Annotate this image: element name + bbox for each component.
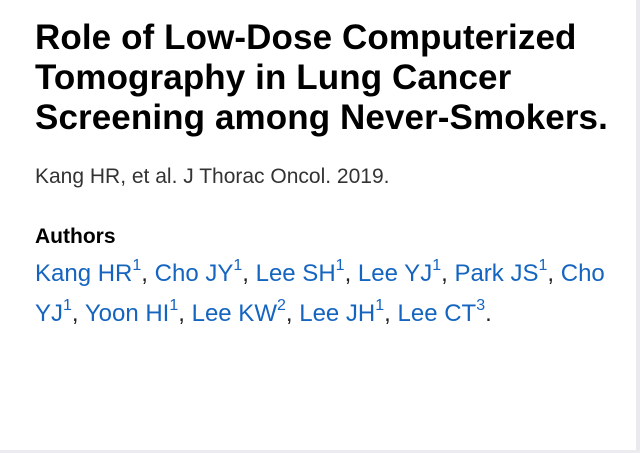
right-edge-shadow	[636, 0, 640, 453]
author-affiliation-number: 1	[63, 297, 72, 314]
author-name: Cho JY	[154, 260, 234, 287]
author-link[interactable]: Kang HR1	[35, 257, 142, 288]
author-affiliation-number: 3	[476, 297, 486, 314]
author-name: Lee JH	[299, 300, 376, 327]
author-separator: ,	[285, 300, 300, 327]
author-separator: ,	[344, 260, 358, 287]
article-summary-content: Role of Low-Dose Computerized Tomography…	[35, 18, 610, 334]
article-title: Role of Low-Dose Computerized Tomography…	[35, 18, 608, 137]
author-separator: ,	[547, 260, 561, 287]
author-name: Kang HR	[35, 260, 133, 287]
author-link[interactable]: Lee YJ1	[357, 257, 442, 288]
author-affiliation-number: 1	[335, 257, 345, 274]
author-affiliation-number: 1	[432, 257, 442, 274]
author-separator: .	[485, 300, 492, 327]
author-link[interactable]: Lee CT3	[397, 297, 486, 328]
author-separator: ,	[242, 260, 256, 287]
author-name: Lee KW	[191, 300, 277, 327]
author-name: Lee CT	[397, 300, 477, 327]
author-name: Park JS	[454, 260, 539, 287]
author-affiliation-number: 1	[233, 257, 243, 274]
author-separator: ,	[178, 300, 192, 327]
bottom-edge-shadow	[0, 450, 640, 453]
author-separator: ,	[384, 300, 398, 327]
authors-heading: Authors	[35, 225, 116, 248]
author-name: Lee YJ	[357, 260, 433, 287]
author-name: Yoon HI	[84, 300, 170, 327]
author-link[interactable]: Lee KW2	[191, 297, 286, 328]
author-name: Cho YJ	[35, 260, 605, 327]
author-affiliation-number: 1	[132, 257, 142, 274]
author-affiliation-number: 1	[538, 257, 548, 274]
author-link[interactable]: Park JS1	[454, 257, 548, 288]
author-link[interactable]: Yoon HI1	[84, 297, 179, 328]
author-separator: ,	[71, 300, 85, 327]
author-link[interactable]: Lee SH1	[255, 257, 345, 288]
author-link[interactable]: Lee JH1	[299, 297, 385, 328]
article-citation: Kang HR, et al. J Thorac Oncol. 2019.	[35, 165, 390, 188]
author-link[interactable]: Cho JY1	[154, 257, 243, 288]
author-separator: ,	[441, 260, 455, 287]
author-separator: ,	[141, 260, 155, 287]
author-affiliation-number: 1	[169, 297, 179, 314]
author-link[interactable]: Cho YJ1	[35, 260, 605, 327]
author-name: Lee SH	[255, 260, 336, 287]
author-affiliation-number: 1	[375, 297, 385, 314]
author-affiliation-number: 2	[276, 297, 286, 314]
authors-list: Kang HR1, Cho JY1, Lee SH1, Lee YJ1, Par…	[35, 254, 605, 334]
